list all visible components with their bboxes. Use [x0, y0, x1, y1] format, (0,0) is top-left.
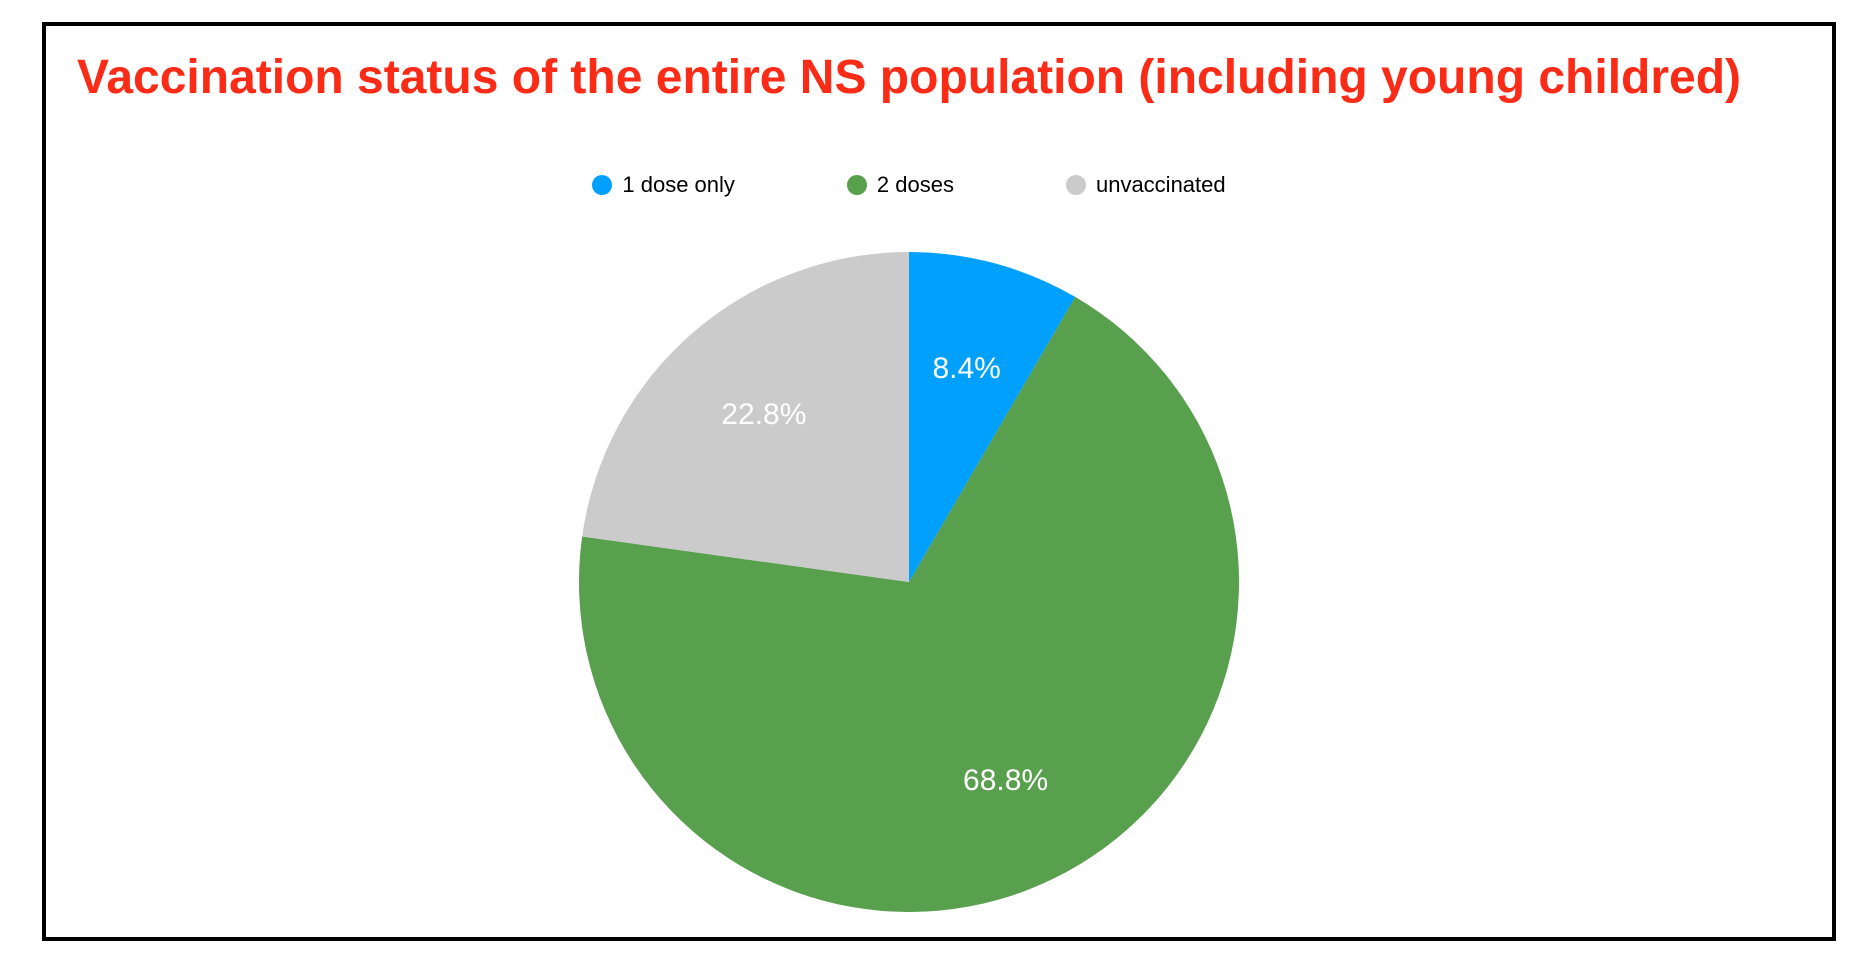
legend-dot-icon: [592, 175, 613, 195]
legend-label: 2 doses: [876, 172, 954, 197]
legend: 1 dose only 2 doses unvaccinated: [46, 172, 1772, 198]
plot-area: Vaccination status of the entire NS popu…: [46, 26, 1772, 937]
pie-slice-unvaccinated: [582, 252, 909, 582]
pie-chart: 8.4% 68.8% 22.8%: [579, 252, 1239, 912]
chart-frame: Vaccination status of the entire NS popu…: [42, 22, 1836, 941]
legend-label: 1 dose only: [622, 172, 735, 197]
pie-slice-1-dose-only: [909, 252, 1076, 582]
legend-item-unvaccinated[interactable]: unvaccinated: [1065, 172, 1226, 198]
legend-dot-icon: [846, 175, 867, 195]
legend-item-1-dose-only[interactable]: 1 dose only: [592, 172, 735, 198]
chart-title: Vaccination status of the entire NS popu…: [76, 51, 1742, 104]
legend-item-2-doses[interactable]: 2 doses: [846, 172, 954, 198]
legend-dot-icon: [1065, 175, 1086, 195]
legend-label: unvaccinated: [1095, 172, 1226, 197]
pie-svg: [579, 252, 1239, 912]
pie-slice-2-doses: [579, 296, 1239, 912]
